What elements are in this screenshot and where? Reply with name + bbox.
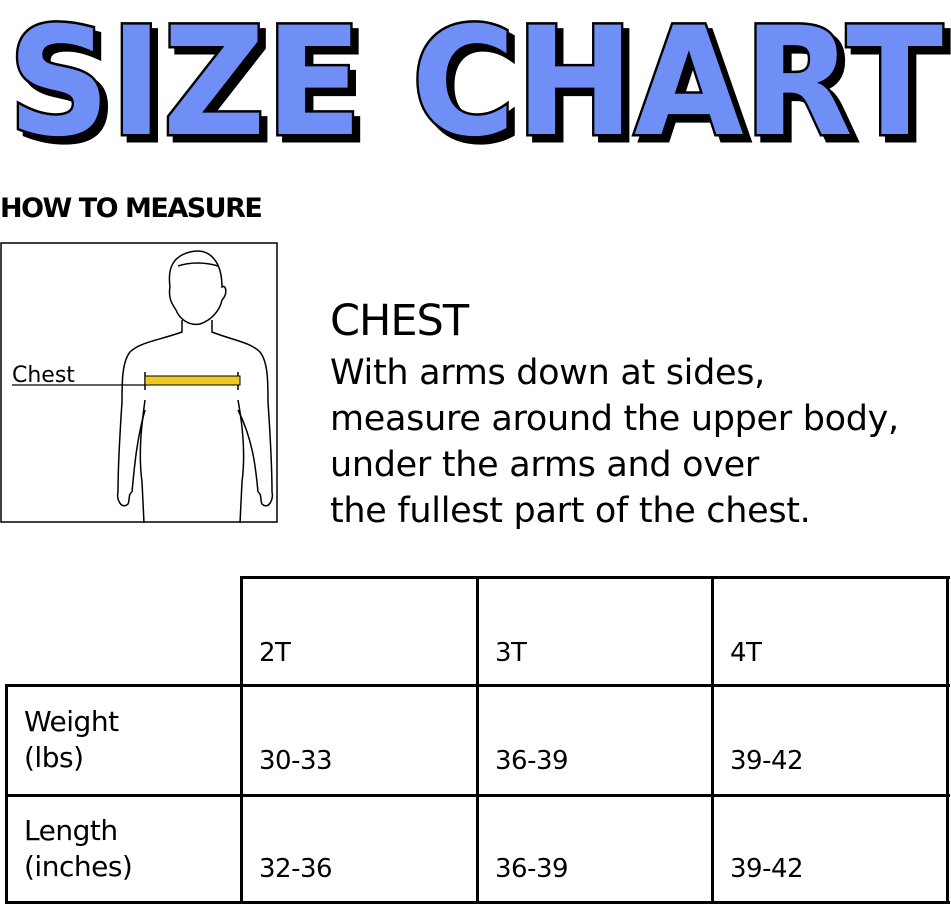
column-header-4t: 4T [730,638,762,668]
table-border [711,576,714,904]
chest-instructions: With arms down at sides, measure around … [330,350,899,534]
row-label-line: Weight [24,705,119,738]
chest-label: Chest [12,363,75,388]
column-header-3t: 3T [495,638,527,668]
title-text: SIZE CHART [8,0,943,150]
table-cell: 36-39 [495,854,569,884]
column-header-2t: 2T [259,638,291,668]
size-chart-title: SIZE CHART [6,0,946,150]
table-cell: 32-36 [259,854,333,884]
table-border [5,684,8,904]
table-border [946,576,949,904]
chest-heading: CHEST [330,296,469,346]
row-label-line: (inches) [24,850,133,883]
row-label-line: Length [24,814,118,847]
instruction-line: the fullest part of the chest. [330,491,811,531]
table-border [240,576,950,579]
table-border [240,576,243,904]
table-cell: 39-42 [730,746,804,776]
chest-measure-figure: Chest [0,242,278,523]
body-outline-icon [116,250,274,523]
table-border [476,576,479,904]
table-cell: 30-33 [259,746,333,776]
instruction-line: With arms down at sides, [330,353,765,393]
how-to-measure-heading: HOW TO MEASURE [0,193,263,224]
instruction-line: measure around the upper body, [330,399,899,439]
row-label-length: Length (inches) [24,813,133,885]
table-cell: 39-42 [730,854,804,884]
instruction-line: under the arms and over [330,445,759,485]
row-label-line: (lbs) [24,741,84,774]
row-label-weight: Weight (lbs) [24,704,119,776]
table-cell: 36-39 [495,746,569,776]
measuring-tape-icon [144,375,241,386]
